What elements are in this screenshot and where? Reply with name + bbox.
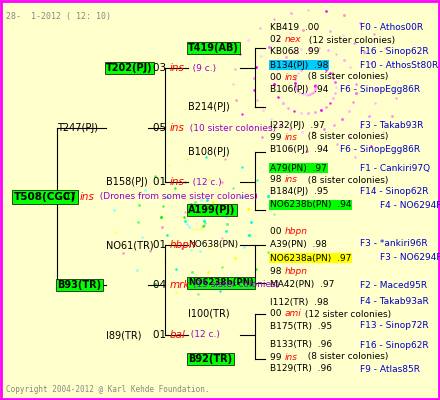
Text: 01: 01 xyxy=(153,240,169,250)
Text: hbpn: hbpn xyxy=(285,228,308,236)
Text: ins: ins xyxy=(285,176,298,184)
Text: B158(PJ): B158(PJ) xyxy=(106,177,148,187)
Text: NO638(PN): NO638(PN) xyxy=(188,240,238,250)
Text: ins: ins xyxy=(169,63,184,73)
Text: 02: 02 xyxy=(270,36,287,44)
Text: 99: 99 xyxy=(270,352,287,362)
Text: F6 - SinopEgg86R: F6 - SinopEgg86R xyxy=(340,144,420,154)
Text: F4 - Takab93aR: F4 - Takab93aR xyxy=(360,298,429,306)
Text: F10 - AthosSt80R: F10 - AthosSt80R xyxy=(360,60,438,70)
Text: B184(PJ)  .95: B184(PJ) .95 xyxy=(270,188,328,196)
Text: A39(PN)  .98: A39(PN) .98 xyxy=(270,240,327,248)
Text: A199(PJ): A199(PJ) xyxy=(188,205,235,215)
Text: B108(PJ): B108(PJ) xyxy=(188,147,230,157)
Text: MA42(PN)  .97: MA42(PN) .97 xyxy=(270,280,334,290)
Text: KB068  .99: KB068 .99 xyxy=(270,48,319,56)
Text: F3 - Takab93R: F3 - Takab93R xyxy=(360,120,423,130)
Text: (12 c.): (12 c.) xyxy=(184,178,222,186)
Text: (12 sister colonies): (12 sister colonies) xyxy=(302,310,391,318)
Text: ins: ins xyxy=(285,132,298,142)
Text: T508(CGC): T508(CGC) xyxy=(14,192,76,202)
Text: B133(TR)  .96: B133(TR) .96 xyxy=(270,340,332,350)
Text: bal: bal xyxy=(169,330,185,340)
Text: ins: ins xyxy=(285,352,298,362)
Text: F1 - Cankiri97Q: F1 - Cankiri97Q xyxy=(360,164,430,172)
Text: F13 - Sinop72R: F13 - Sinop72R xyxy=(360,322,429,330)
Text: B93(TR): B93(TR) xyxy=(57,280,101,290)
Text: ins: ins xyxy=(169,123,184,133)
Text: KB419  .00: KB419 .00 xyxy=(270,24,319,32)
Text: 03: 03 xyxy=(153,63,169,73)
Text: mrk: mrk xyxy=(169,280,190,290)
Text: hbpn: hbpn xyxy=(285,268,308,276)
Text: NO6238a(PN)  .97: NO6238a(PN) .97 xyxy=(270,254,352,262)
Text: T419(AB): T419(AB) xyxy=(188,43,239,53)
Text: 28-  1-2012 ( 12: 10): 28- 1-2012 ( 12: 10) xyxy=(6,12,111,21)
Text: I232(PJ)  .97: I232(PJ) .97 xyxy=(270,120,325,130)
Text: 04: 04 xyxy=(153,280,169,290)
Text: (12 c.): (12 c.) xyxy=(185,330,220,340)
Text: F16 - Sinop62R: F16 - Sinop62R xyxy=(360,340,429,350)
Text: 98: 98 xyxy=(270,268,287,276)
Text: F16 - Sinop62R: F16 - Sinop62R xyxy=(360,48,429,56)
Text: ins: ins xyxy=(285,72,298,82)
Text: B92(TR): B92(TR) xyxy=(188,354,232,364)
Text: F3 - *ankiri96R: F3 - *ankiri96R xyxy=(360,240,428,248)
Text: 07: 07 xyxy=(63,192,79,202)
Text: B175(TR)  .95: B175(TR) .95 xyxy=(270,322,332,330)
Text: 00: 00 xyxy=(270,72,287,82)
Text: F14 - Sinop62R: F14 - Sinop62R xyxy=(360,188,429,196)
Text: I89(TR): I89(TR) xyxy=(106,330,142,340)
Text: (8 sister colonies): (8 sister colonies) xyxy=(302,352,389,362)
Text: B134(PJ)  .98: B134(PJ) .98 xyxy=(270,60,328,70)
Text: F4 - NO6294R: F4 - NO6294R xyxy=(380,200,440,210)
Text: ins: ins xyxy=(79,192,94,202)
Text: T202(PJ): T202(PJ) xyxy=(106,63,153,73)
Text: (15 sister colonies): (15 sister colonies) xyxy=(190,280,279,290)
Text: NO6238b(PN): NO6238b(PN) xyxy=(188,278,254,288)
Text: F2 - Maced95R: F2 - Maced95R xyxy=(360,280,427,290)
Text: (9 c.): (9 c.) xyxy=(184,64,216,72)
Text: (8 sister colonies): (8 sister colonies) xyxy=(302,72,389,82)
Text: 05: 05 xyxy=(153,123,169,133)
Text: (8 sister colonies): (8 sister colonies) xyxy=(302,132,389,142)
Text: 99: 99 xyxy=(270,132,287,142)
Text: 01: 01 xyxy=(153,177,169,187)
Text: Copyright 2004-2012 @ Karl Kehde Foundation.: Copyright 2004-2012 @ Karl Kehde Foundat… xyxy=(6,385,209,394)
Text: T247(PJ): T247(PJ) xyxy=(57,123,98,133)
Text: F0 - Athos00R: F0 - Athos00R xyxy=(360,24,423,32)
Text: ins: ins xyxy=(169,177,184,187)
Text: hbpn: hbpn xyxy=(169,240,196,250)
Text: B106(PJ)  .94: B106(PJ) .94 xyxy=(270,84,328,94)
Text: F6 - SinopEgg86R: F6 - SinopEgg86R xyxy=(340,84,420,94)
Text: F9 - Atlas85R: F9 - Atlas85R xyxy=(360,364,420,374)
Text: I100(TR): I100(TR) xyxy=(188,309,230,319)
Text: 98: 98 xyxy=(270,176,287,184)
Text: 00: 00 xyxy=(270,228,287,236)
Text: 00: 00 xyxy=(270,310,287,318)
Text: B214(PJ): B214(PJ) xyxy=(188,102,230,112)
Text: B106(PJ)  .94: B106(PJ) .94 xyxy=(270,144,328,154)
Text: B129(TR)  .96: B129(TR) .96 xyxy=(270,364,332,374)
Text: NO61(TR): NO61(TR) xyxy=(106,240,154,250)
Text: NO6238b(PN)  .94: NO6238b(PN) .94 xyxy=(270,200,352,210)
Text: (Drones from some sister colonies): (Drones from some sister colonies) xyxy=(94,192,258,202)
Text: F3 - NO6294R: F3 - NO6294R xyxy=(380,254,440,262)
Text: ami: ami xyxy=(285,310,302,318)
Text: (10 sister colonies): (10 sister colonies) xyxy=(184,124,276,132)
Text: (8 sister colonies): (8 sister colonies) xyxy=(302,176,389,184)
Text: (12 sister colonies): (12 sister colonies) xyxy=(306,36,395,44)
Text: I112(TR)  .98: I112(TR) .98 xyxy=(270,298,329,306)
Text: 01: 01 xyxy=(153,330,169,340)
Text: A79(PN)  .97: A79(PN) .97 xyxy=(270,164,327,172)
Text: nex: nex xyxy=(285,36,302,44)
